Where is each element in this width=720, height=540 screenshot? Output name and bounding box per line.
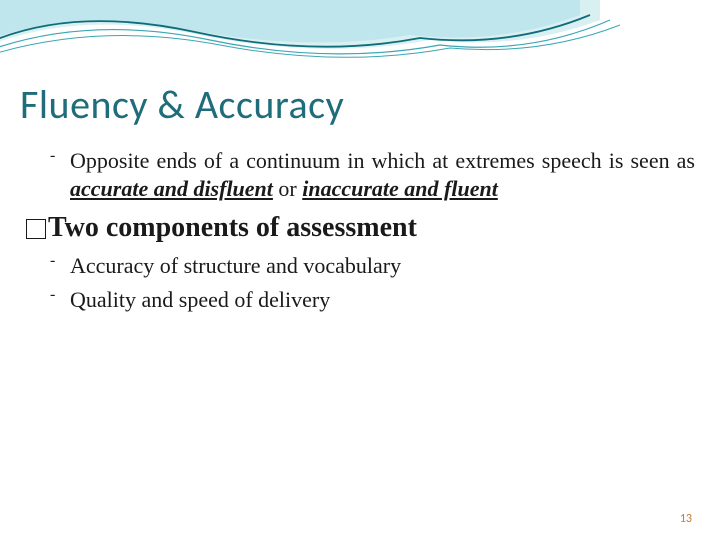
square-bullet-icon xyxy=(26,219,46,239)
bullet-block-1: - Opposite ends of a continuum in which … xyxy=(20,147,695,202)
bullet-item: - Quality and speed of delivery xyxy=(50,286,695,314)
page-number: 13 xyxy=(680,512,692,526)
wave-svg xyxy=(0,0,720,90)
bullet-text-1: Opposite ends of a continuum in which at… xyxy=(70,147,695,202)
bullet1-emph-1: accurate and disfluent xyxy=(70,176,273,201)
bullet-marker: - xyxy=(50,147,70,202)
bullet1-emph-2: inaccurate and fluent xyxy=(302,176,498,201)
bullet-item: - Opposite ends of a continuum in which … xyxy=(50,147,695,202)
bullet-item: - Accuracy of structure and vocabulary xyxy=(50,252,695,280)
bullet-marker: - xyxy=(50,286,70,314)
header-wave-decoration xyxy=(0,0,720,90)
bullet-text-2: Accuracy of structure and vocabulary xyxy=(70,252,695,280)
bullet-block-2: - Accuracy of structure and vocabulary -… xyxy=(20,252,695,313)
slide-title: Fluency & Accuracy xyxy=(20,80,695,129)
bullet-marker: - xyxy=(50,252,70,280)
slide-content: Fluency & Accuracy - Opposite ends of a … xyxy=(20,80,695,319)
subheading: Two components of assessment xyxy=(20,212,695,244)
bullet1-pre: Opposite ends of a continuum in which at… xyxy=(70,148,695,173)
bullet-text-3: Quality and speed of delivery xyxy=(70,286,695,314)
subheading-text: Two components of assessment xyxy=(48,212,417,243)
bullet1-mid: or xyxy=(273,176,302,201)
